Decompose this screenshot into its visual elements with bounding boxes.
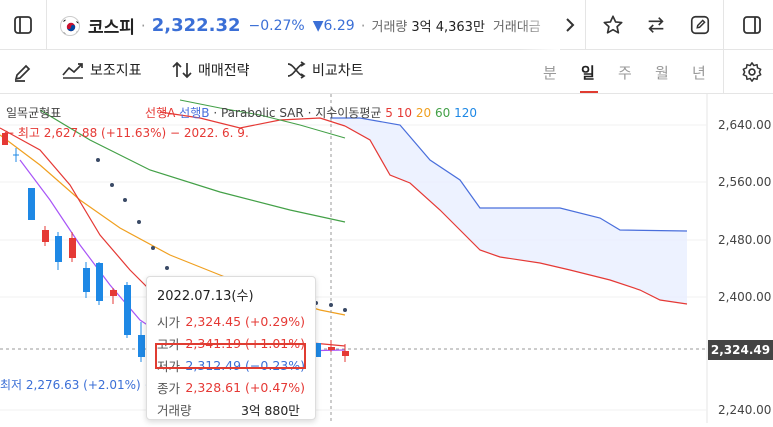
strategy-label: 매매전략 bbox=[198, 63, 250, 79]
change-percent: −0.27% bbox=[248, 17, 305, 34]
separator-dot: · bbox=[360, 16, 366, 35]
chart-canvas[interactable] bbox=[0, 94, 773, 423]
sidebar-toggle-icon[interactable] bbox=[8, 10, 38, 40]
legend-span-b: 선행B bbox=[179, 106, 210, 120]
chart-toolbar bbox=[0, 50, 773, 94]
tooltip-volume-row: 거래량 3억 880만 bbox=[157, 398, 305, 420]
price-chart[interactable] bbox=[0, 94, 773, 423]
tooltip-close-value: 2,328.61 (+0.47%) bbox=[185, 379, 305, 395]
period-week[interactable]: 주 bbox=[618, 64, 632, 82]
legend-ema-120: 120 bbox=[454, 106, 477, 120]
tooltip-open-label: 시가 bbox=[157, 314, 181, 330]
y-axis-label: 2,240.00 bbox=[718, 403, 772, 417]
legend-dot: · bbox=[307, 106, 312, 120]
indicator-chart-icon bbox=[62, 63, 83, 79]
tooltip-volume-label: 거래량 bbox=[157, 402, 192, 418]
current-price: 2,322.32 bbox=[151, 15, 241, 36]
strategy-arrows-icon bbox=[172, 61, 192, 79]
draw-pen-icon[interactable] bbox=[8, 57, 38, 87]
legend-dot: · bbox=[213, 106, 218, 120]
divider bbox=[723, 0, 724, 94]
low-annotation: 최저 2,276.63 (+2.01%) − bbox=[0, 378, 155, 392]
compare-button[interactable]: 비교차트 bbox=[286, 60, 364, 80]
edit-icon[interactable] bbox=[685, 10, 715, 40]
current-price-tag: 2,324.49 bbox=[708, 340, 773, 360]
tooltip-low-label: 저가 bbox=[157, 358, 181, 374]
change-value: ▼6.29 bbox=[312, 17, 355, 34]
ohlc-tooltip: 2022.07.13(수) 시가 2,324.45 (+0.29%) 고가 2,… bbox=[146, 276, 316, 420]
period-month[interactable]: 월 bbox=[655, 64, 669, 82]
indicator-legend[interactable]: 일목균형표 선행A 선행B · Parabolic SAR · 지수이동평균 5… bbox=[6, 104, 477, 121]
header-fade bbox=[520, 0, 560, 50]
legend-ema: 지수이동평균 bbox=[315, 106, 382, 120]
indicators-label: 보조지표 bbox=[90, 63, 142, 79]
divider bbox=[46, 0, 47, 94]
tooltip-close-label: 종가 bbox=[157, 380, 181, 396]
divider bbox=[585, 0, 586, 94]
volume-value: 3억 4,363만 bbox=[411, 20, 485, 35]
settings-gear-icon[interactable] bbox=[737, 57, 767, 87]
compare-label: 비교차트 bbox=[312, 63, 364, 79]
tooltip-open-row: 시가 2,324.45 (+0.29%) bbox=[157, 310, 305, 332]
tooltip-open-value: 2,324.45 (+0.29%) bbox=[185, 313, 305, 329]
y-axis-label: 2,640.00 bbox=[718, 118, 772, 132]
star-icon[interactable] bbox=[598, 10, 628, 40]
volume-label: 거래량 bbox=[371, 20, 408, 35]
legend-span-a: 선행A bbox=[145, 106, 176, 120]
symbol-header: 코스피 · 2,322.32 −0.27% ▼6.29 · 거래량 3억 4,3… bbox=[60, 13, 545, 38]
active-period-underline bbox=[580, 91, 598, 93]
legend-ema-60: 60 bbox=[434, 106, 451, 120]
divider bbox=[723, 50, 724, 94]
top-toolbar bbox=[0, 0, 773, 50]
tooltip-date: 2022.07.13(수) bbox=[157, 289, 254, 304]
high-annotation: ← 최고 2,627.88 (+11.63%) − 2022. 6. 9. bbox=[4, 126, 249, 140]
chevron-right-icon[interactable] bbox=[560, 10, 580, 40]
y-axis-label: 2,400.00 bbox=[718, 290, 772, 304]
symbol-name[interactable]: 코스피 bbox=[88, 18, 135, 38]
separator-dot: · bbox=[140, 16, 146, 35]
korea-flag-icon bbox=[60, 15, 80, 36]
swap-icon[interactable] bbox=[641, 10, 671, 40]
period-year[interactable]: 년 bbox=[692, 64, 706, 82]
tooltip-volume-value: 3억 880만 bbox=[241, 402, 300, 418]
legend-ema-5: 5 bbox=[385, 106, 393, 120]
y-axis-label: 2,480.00 bbox=[718, 233, 772, 247]
tooltip-close-row: 종가 2,328.61 (+0.47%) bbox=[157, 376, 305, 398]
panel-toggle-icon[interactable] bbox=[737, 10, 767, 40]
indicators-button[interactable]: 보조지표 bbox=[62, 60, 142, 80]
period-minute[interactable]: 분 bbox=[543, 64, 557, 82]
compare-cross-icon bbox=[287, 61, 306, 79]
legend-ema-20: 20 bbox=[415, 106, 432, 120]
legend-ichimoku: 일목균형표 bbox=[6, 106, 62, 120]
legend-ema-10: 10 bbox=[396, 106, 413, 120]
y-axis-label: 2,560.00 bbox=[718, 175, 772, 189]
low-highlight-box bbox=[155, 343, 306, 369]
legend-sar: Parabolic SAR bbox=[220, 106, 304, 120]
period-day[interactable]: 일 bbox=[581, 64, 595, 82]
strategy-button[interactable]: 매매전략 bbox=[172, 60, 250, 80]
